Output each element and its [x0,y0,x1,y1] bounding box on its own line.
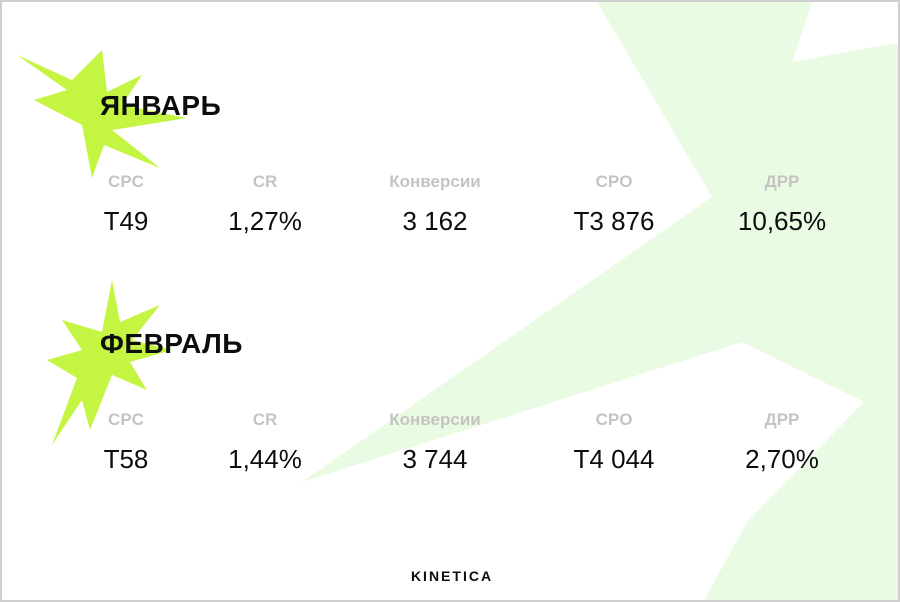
metric-value: T49 [103,206,149,236]
metric-cpo: CPO T4 044 [524,410,704,475]
metric-cpc: CPC T58 [36,410,216,475]
metric-conversions: Конверсии 3 162 [345,172,525,237]
metric-value: 1,27% [228,206,302,236]
metric-label: ДРР [764,172,800,191]
metric-value: 2,70% [745,444,819,474]
metric-value: T58 [103,444,149,474]
metric-label: CR [252,172,278,191]
metric-label: CR [252,410,278,429]
brand-logo: KINETICA [410,568,494,584]
metric-drr: ДРР 10,65% [692,172,872,237]
metric-label: CPO [595,410,633,429]
metric-cr: CR 1,27% [175,172,355,237]
metric-label: Конверсии [389,410,481,429]
metric-value: 3 162 [402,206,468,236]
metric-label: Конверсии [389,172,481,191]
metric-value: T3 876 [573,206,655,236]
lime-star-icon [47,280,172,445]
lime-star-icon [17,50,187,178]
metric-value: T4 044 [573,444,655,474]
metric-conversions: Конверсии 3 744 [345,410,525,475]
metric-label: ДРР [764,410,800,429]
month-title-february: ФЕВРАЛЬ [100,328,243,359]
metric-cpc: CPC T49 [36,172,216,237]
metric-cpo: CPO T3 876 [524,172,704,237]
metric-label: CPO [595,172,633,191]
metric-label: CPC [108,410,144,429]
month-title-january: ЯНВАРЬ [100,90,222,121]
metric-cr: CR 1,44% [175,410,355,475]
metric-drr: ДРР 2,70% [692,410,872,475]
metric-value: 3 744 [402,444,468,474]
metric-value: 10,65% [737,206,827,236]
metric-label: CPC [108,172,144,191]
metric-value: 1,44% [228,444,302,474]
